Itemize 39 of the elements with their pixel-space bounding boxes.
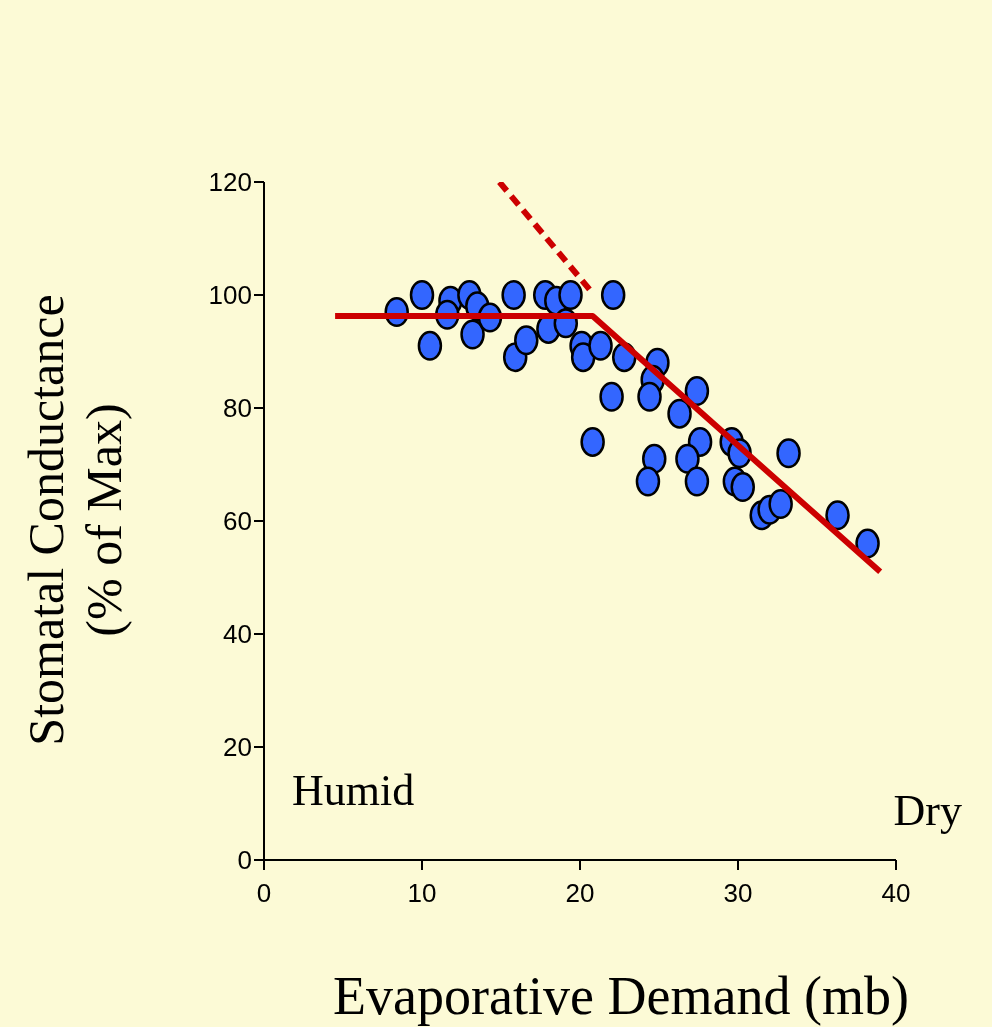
point [637,381,662,412]
x-tick-label: 40 [881,878,911,909]
y-tick-label: 40 [223,619,252,650]
point [460,319,485,350]
x-tick-label: 30 [723,878,753,909]
point [667,398,692,429]
x-axis-title: Evaporative Demand (mb) [332,965,910,1027]
point [501,280,526,310]
point [684,466,710,497]
annotation: Humid [292,765,415,816]
point [417,330,443,361]
point [684,376,710,407]
point [409,280,435,310]
point [730,472,755,503]
point [599,381,624,412]
point [600,280,626,310]
point [642,443,667,474]
y-axis-title: Stomatal Conductance (% of Max) [17,294,133,746]
point [768,489,793,520]
x-tick-label: 10 [407,878,437,909]
y-tick-label: 100 [208,280,252,311]
point [776,438,801,469]
annotation: Dry [893,785,962,836]
point [635,466,661,497]
x-tick-label: 0 [256,878,272,909]
point [580,426,605,457]
point [825,500,850,531]
y-tick-label: 120 [208,167,252,198]
point [855,528,880,559]
point [514,325,539,356]
point [588,330,613,361]
point [570,342,596,373]
y-tick-label: 80 [223,393,252,424]
point [675,443,700,474]
x-tick-label: 20 [565,878,595,909]
y-tick-label: 20 [223,732,252,763]
point [558,280,583,310]
y-tick-label: 0 [237,845,252,876]
y-tick-label: 60 [223,506,252,537]
